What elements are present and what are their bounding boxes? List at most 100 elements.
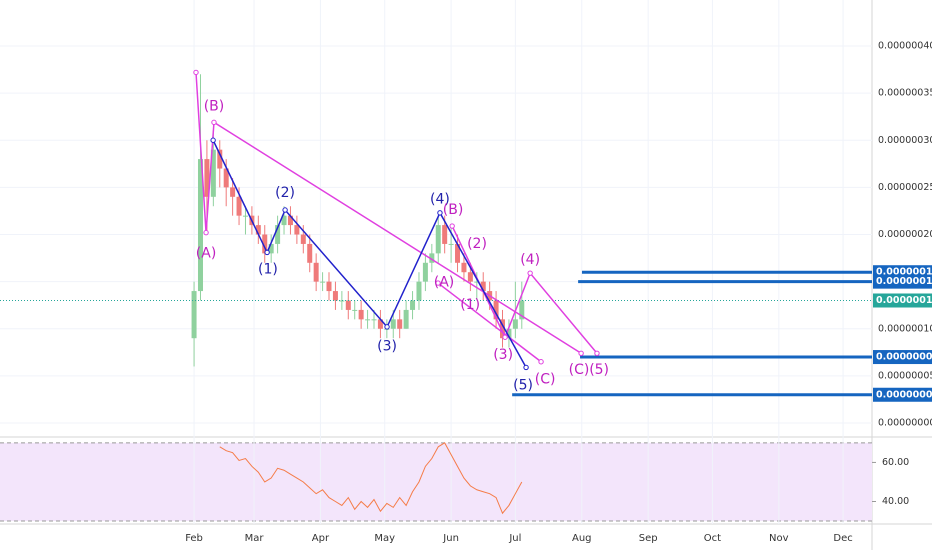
candle-body [461,262,467,273]
candle-body [493,300,499,320]
y-tick-label: 0.00000010 [878,323,932,334]
candle-body [429,253,435,263]
x-tick-label: Aug [572,533,592,544]
x-tick-label: Sep [639,533,658,544]
wave-point [449,223,455,229]
wave-point [523,364,529,371]
wave-label: (B) [204,98,225,114]
candle-body [294,225,300,235]
y-tick-label: 0.00000020 [878,229,932,240]
candle-body [313,262,319,282]
candle-body [281,215,287,226]
level-tag [873,350,932,365]
x-tick-label: Oct [704,533,721,544]
candle-body [512,319,518,329]
x-tick-label: Jul [508,533,521,544]
wave-point [203,229,209,236]
candle-body [262,234,268,254]
wave-label: (2) [275,185,295,201]
candle-body [300,234,306,244]
wave-point [594,350,600,356]
wave-label: (1) [460,297,480,313]
level-label: 0.00000003 [876,389,932,400]
wave-label: (4) [520,252,540,268]
wave-line [437,282,542,363]
rsi-line [219,442,523,515]
candle-body [455,243,461,263]
wave-label: (A) [196,245,217,261]
candle-body [519,300,525,320]
candle-body [230,187,236,197]
rsi-band [0,442,872,522]
wave-point [264,249,270,256]
rsi-tick-label: 60.00 [882,457,909,468]
candle-body [448,243,454,245]
rsi-tick-label: 40.00 [882,496,909,507]
wave-point [282,207,288,213]
wave-label: (B) [443,202,464,218]
x-tick-label: Jun [442,533,459,544]
candle-body [236,196,242,216]
wave-point [211,119,217,126]
x-tick-label: Mar [245,533,265,544]
wave-label: (3) [493,347,513,363]
wave-point [538,359,544,365]
level-label: 0.00000007 [876,352,932,363]
y-tick-label: 0.00000025 [878,182,932,193]
wave-label: (5) [589,362,609,378]
wave-label: (4) [430,192,450,208]
candle-body [365,319,371,321]
x-tick-label: May [374,533,395,544]
level-label: 0.00000015 [876,276,932,287]
candle-body [204,159,210,197]
candle-body [326,281,332,292]
candle-body [474,281,480,283]
y-tick-label: 0.00000005 [878,370,932,381]
candle-body [500,319,506,339]
candle-body [307,243,313,263]
candle-body [416,281,422,301]
level-tag [873,274,932,289]
candle-body [255,225,261,235]
candle-body [197,159,203,292]
x-tick-label: Feb [185,533,203,544]
candle-body [223,168,229,188]
wave-point [384,324,390,330]
y-tick-label: 0.00000030 [878,135,932,146]
wave-label: (C) [535,372,556,388]
candle-body [320,281,326,283]
candle-body [403,309,409,329]
wave-point [527,270,533,276]
last-price-tag [873,293,932,308]
candle-body [191,291,197,339]
wave-label: (2) [467,236,487,252]
candle-body [287,215,293,226]
level-tag [873,387,932,402]
x-tick-label: Nov [769,533,789,544]
candle-body [275,225,281,244]
wave-point [210,137,216,143]
candle-body [410,300,416,310]
wave-line [212,139,527,368]
y-tick-label: 0.00000000 [878,418,932,429]
y-tick-label: 0.00000040 [878,40,932,51]
candle-body [339,300,345,302]
candle-body [422,262,428,282]
y-tick-label: 0.00000035 [878,88,932,99]
candle-body [268,243,274,254]
x-tick-label: Apr [312,533,330,544]
candle-body [480,281,486,292]
candle-body [506,328,512,339]
candle-body [467,272,473,282]
candle-body [352,309,358,311]
candle-body [358,309,364,320]
level-label: 0.00000016 [876,267,932,278]
candle-body [435,225,441,254]
wave-point [437,210,443,216]
candle-body [345,300,351,310]
wave-point [578,350,584,356]
x-tick-label: Dec [833,533,852,544]
candle-body [371,319,377,321]
last-price-label: 0.00000013 [876,295,932,306]
